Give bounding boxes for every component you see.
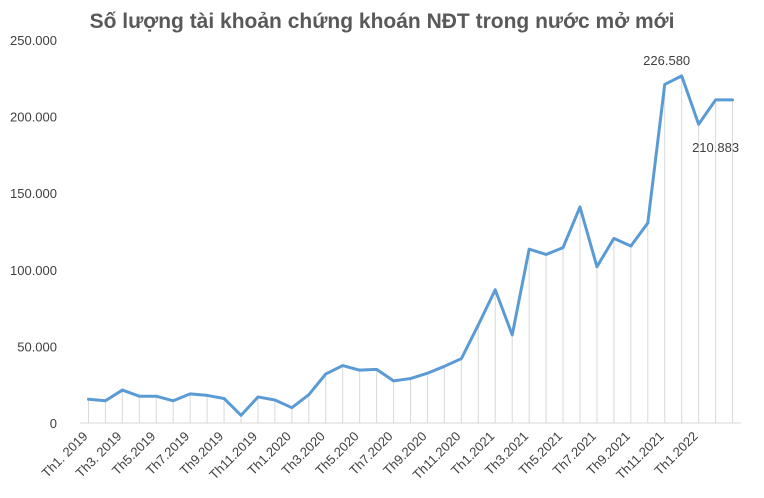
data-labels: 226.580 210.883 — [643, 53, 739, 155]
data-label: 210.883 — [692, 140, 739, 155]
y-tick-label: 250.000 — [10, 33, 57, 48]
y-tick-label: 100.000 — [10, 263, 57, 278]
y-tick-label: 150.000 — [10, 186, 57, 201]
series-line-group — [86, 74, 735, 417]
chart-title: Số lượng tài khoản chứng khoán NĐT trong… — [89, 10, 675, 33]
y-axis: 0 50.000 100.000 150.000 200.000 250.000 — [10, 33, 57, 431]
data-label: 226.580 — [643, 53, 690, 68]
y-tick-label: 200.000 — [10, 110, 57, 125]
series-line — [86, 74, 735, 417]
y-tick-label: 50.000 — [17, 339, 57, 354]
drop-lines — [87, 75, 734, 423]
y-tick-label: 0 — [50, 416, 57, 431]
